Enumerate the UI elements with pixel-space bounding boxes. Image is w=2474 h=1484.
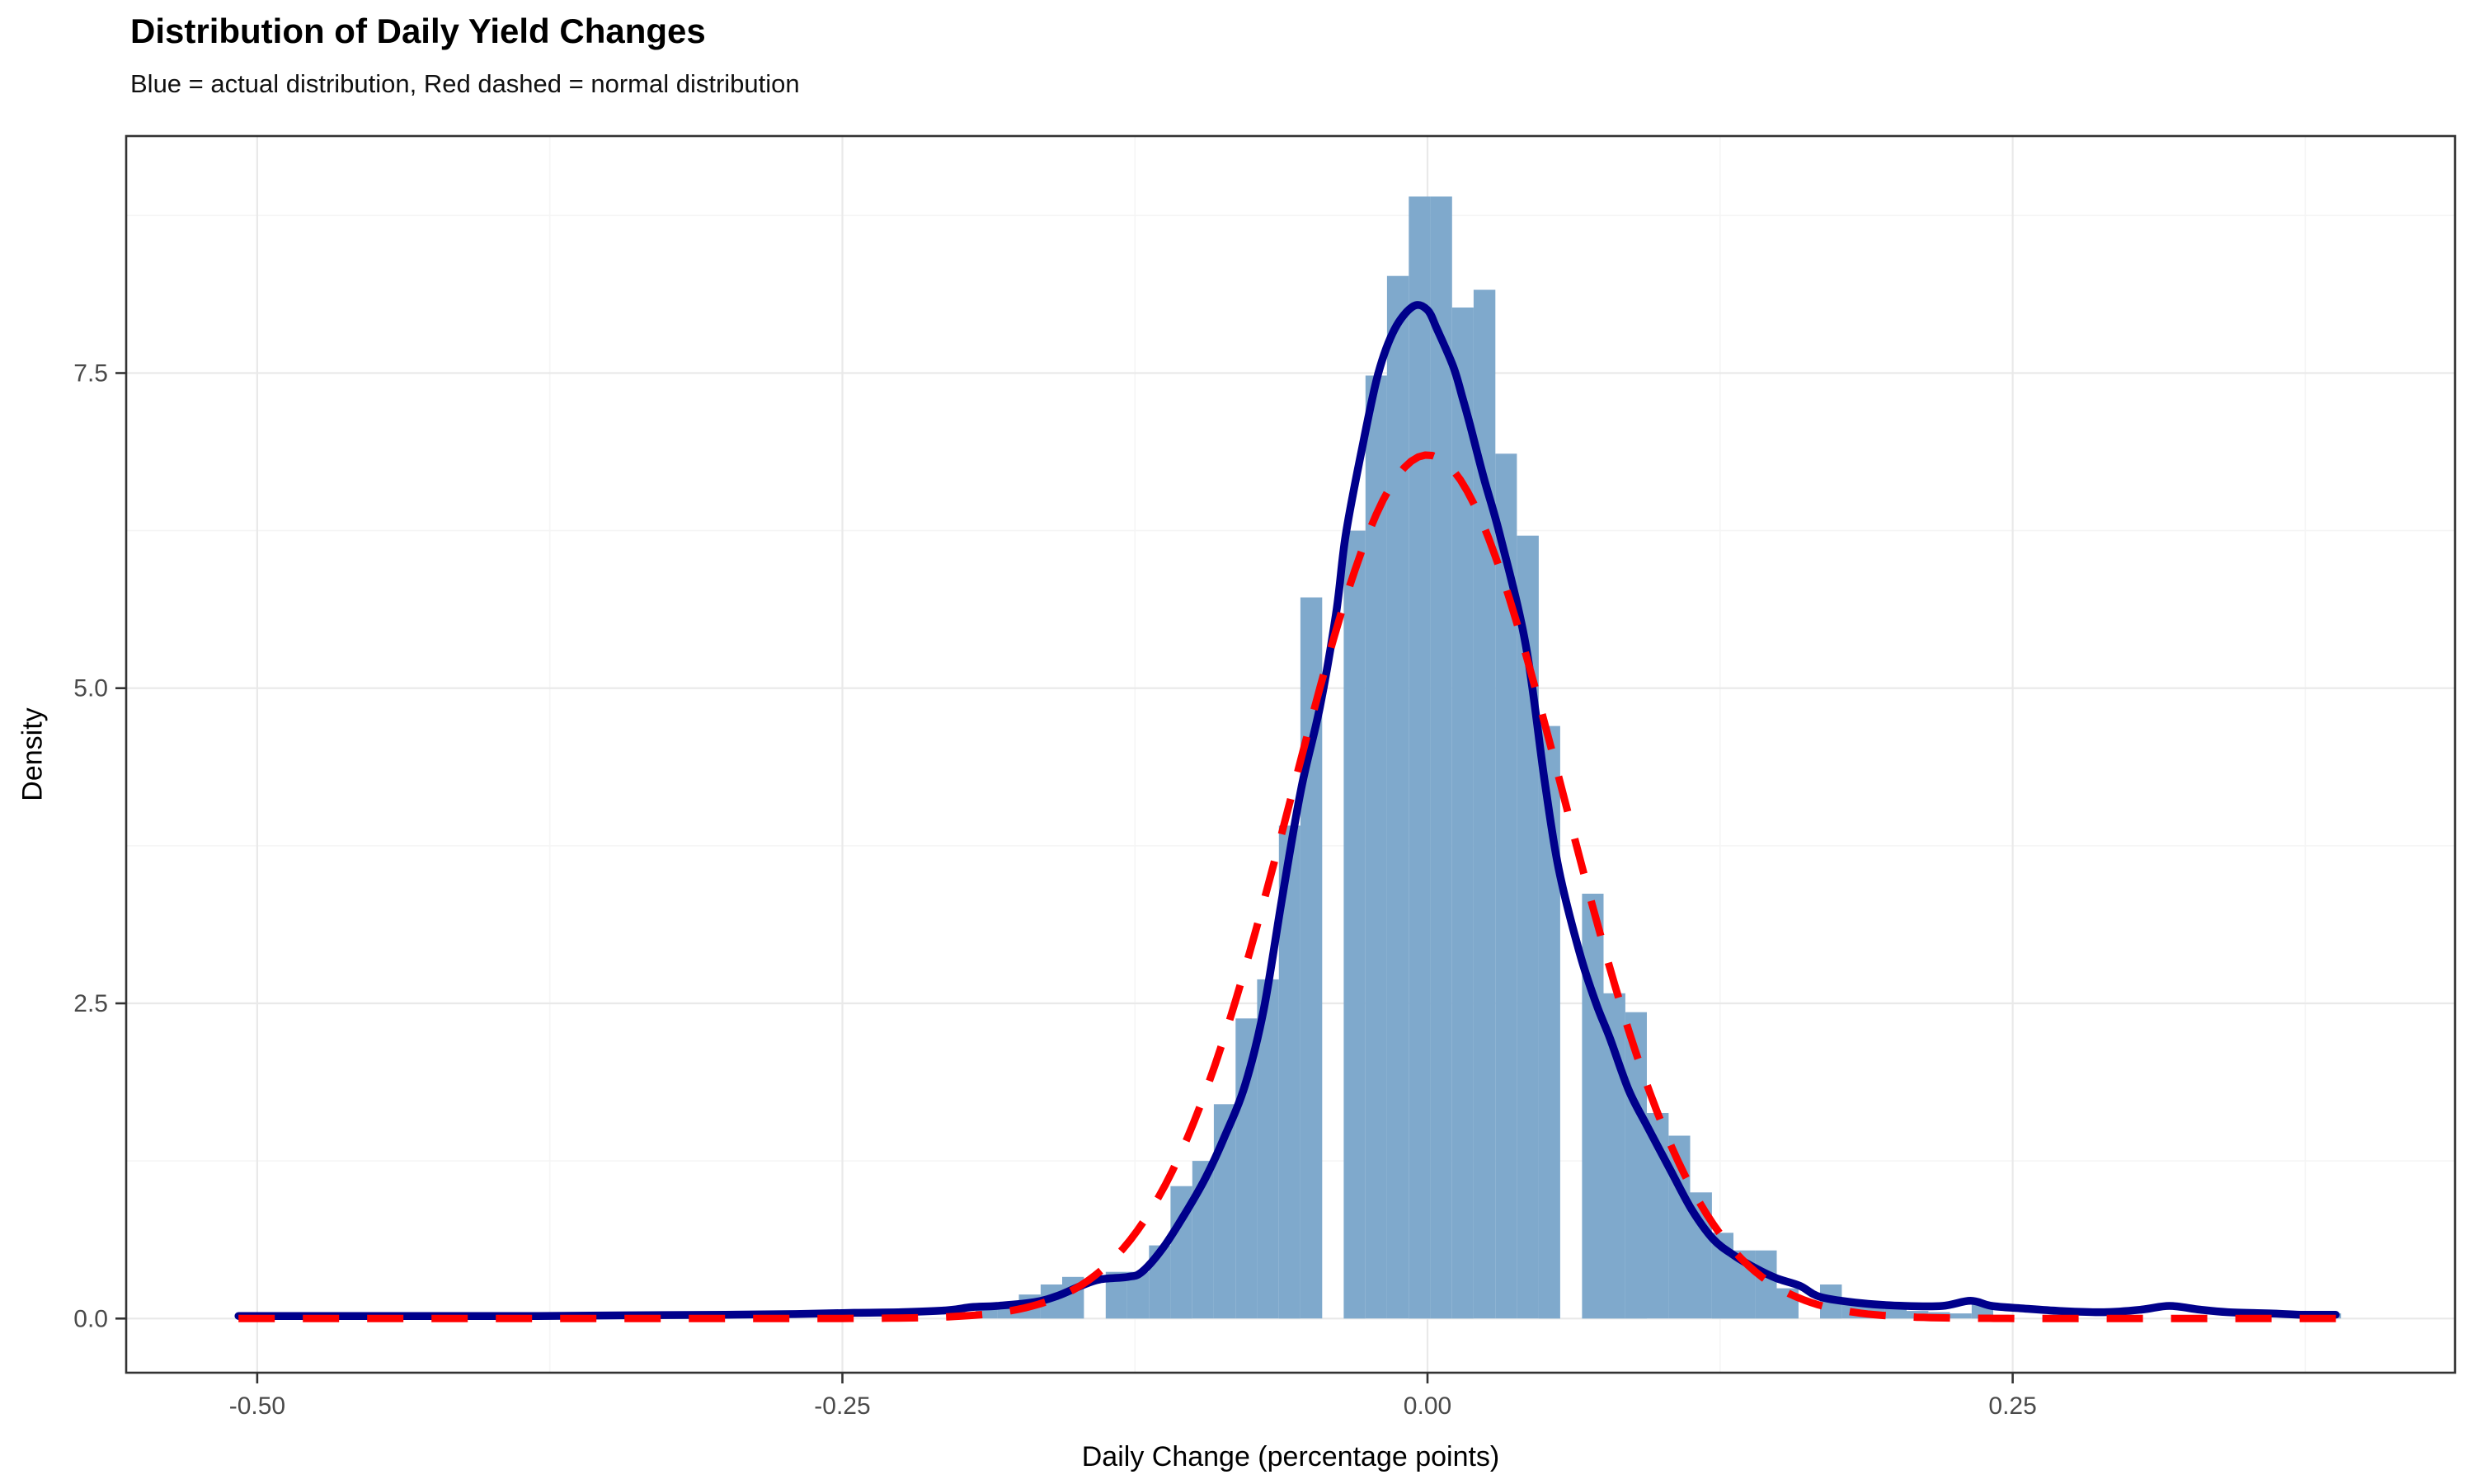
y-tick-label: 0.0 [73,1305,108,1332]
y-tick-label: 7.5 [73,360,108,387]
histogram-bar [1343,530,1366,1319]
panel-border [125,134,2457,1374]
histogram-bar [1409,196,1431,1319]
histogram-bar [1451,308,1474,1319]
histogram-bar [1625,1012,1647,1319]
chart-title: Distribution of Daily Yield Changes [130,12,706,50]
x-tick-label: 0.00 [1404,1392,1451,1420]
histogram-bar [1582,894,1604,1319]
x-tick-label: 0.25 [1988,1392,2036,1420]
histogram-bar [1365,375,1387,1319]
histogram-bar [1430,196,1452,1319]
histogram-bar [1950,1313,1972,1319]
y-axis-title: Density [16,707,49,801]
histogram-bar [1884,1307,1907,1319]
density-curve [234,301,2340,1320]
histogram-bar [1386,275,1409,1319]
x-tick-label: -0.50 [229,1392,285,1420]
y-tick-label: 2.5 [73,990,108,1017]
chart-subtitle: Blue = actual distribution, Red dashed =… [130,69,800,98]
x-tick-label: -0.25 [814,1392,870,1420]
x-axis-title: Daily Change (percentage points) [1081,1441,1500,1472]
y-tick-label: 5.0 [73,675,108,702]
histogram-bar [1755,1250,1777,1319]
normal-curve [238,451,2339,1322]
